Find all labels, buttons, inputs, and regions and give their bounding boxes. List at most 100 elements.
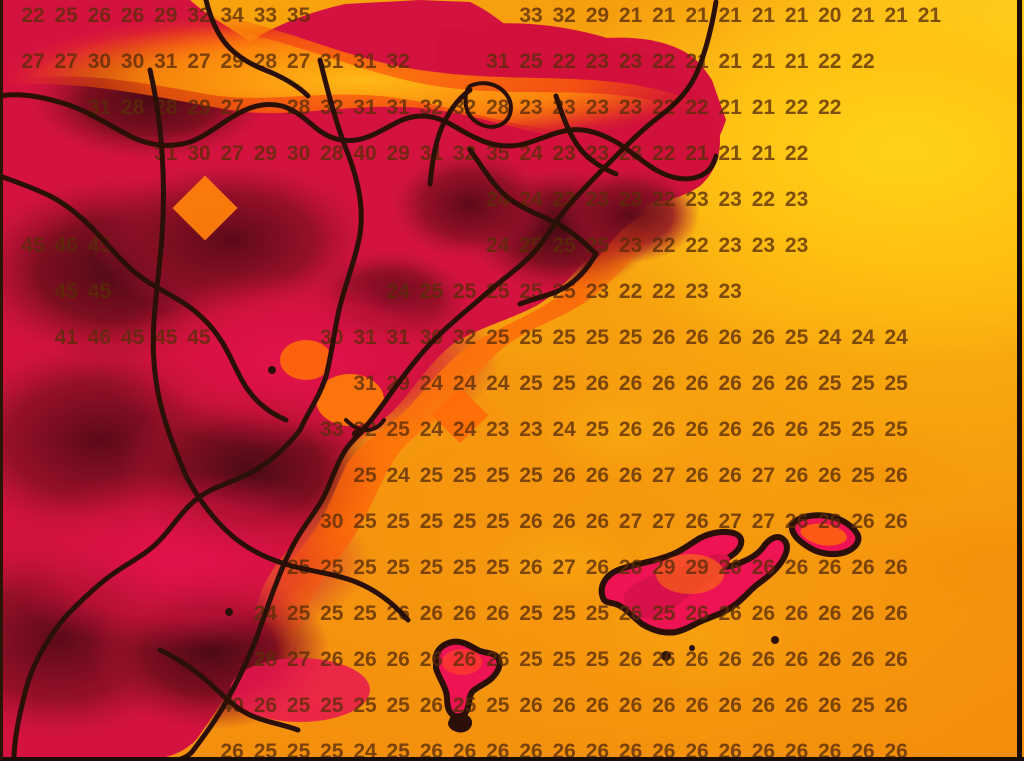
temperature-value: 26: [618, 418, 643, 441]
temperature-value: 22: [652, 96, 676, 119]
temperature-value: 22: [751, 188, 776, 211]
temperature-value: 25: [452, 464, 477, 487]
temperature-value: 26: [751, 326, 776, 349]
temperature-value: 26: [784, 740, 809, 760]
temperature-value: 26: [751, 740, 776, 760]
temperature-value: 22: [652, 234, 676, 257]
temperature-value: 23: [685, 280, 709, 303]
temperature-value: 25: [486, 510, 510, 533]
temperature-value: 31: [353, 50, 377, 73]
temperature-value: 26: [585, 740, 610, 760]
temperature-value: 25: [818, 418, 842, 441]
temperature-value: 25: [552, 602, 576, 625]
border-province-lleida: [427, 87, 473, 187]
temperature-value: 22: [818, 50, 842, 73]
temperature-value: 26: [818, 602, 842, 625]
temperature-value: 26: [87, 4, 112, 27]
temperature-value: 25: [419, 280, 444, 303]
temperature-value: 25: [486, 694, 510, 717]
temperature-value: 31: [154, 50, 178, 73]
temperature-value: 26: [685, 694, 709, 717]
temperature-value: 24: [486, 372, 510, 395]
temperature-value: 22: [652, 188, 676, 211]
temperature-value: 21: [718, 50, 742, 73]
temperature-value: 25: [585, 602, 610, 625]
temperature-value: 32: [552, 4, 576, 27]
temperature-value: 30: [286, 142, 311, 165]
temperature-value: 26: [652, 648, 676, 671]
temperature-value: 26: [486, 740, 510, 760]
temperature-value: 22: [818, 96, 842, 119]
temperature-value: 30: [120, 50, 145, 73]
temperature-value: 31: [486, 50, 510, 73]
temperature-value: 25: [286, 694, 311, 717]
border-aragon-east: [63, 427, 303, 619]
temperature-value: 25: [519, 602, 543, 625]
city-dot-sea: [689, 645, 695, 651]
temperature-value-row: 22 25 26 26 29 32 34 33 35 33 32 29 21 21 21 21 21 21 20 21…: [0, 4, 1024, 28]
map-borders: [0, 0, 719, 760]
temperature-value: 23: [585, 96, 610, 119]
temperature-value: 26: [884, 740, 908, 760]
temperature-value: 26: [784, 510, 809, 533]
border-province-interior: [0, 173, 289, 423]
temperature-value: 26: [220, 740, 244, 760]
temperature-value: 22: [552, 50, 576, 73]
border-province-barcelona: [467, 147, 599, 257]
temperature-value: 26: [851, 740, 875, 760]
temperature-value: 26: [818, 740, 842, 760]
temperature-value: 21: [884, 4, 908, 27]
temperature-value-row: 41 46 45 45 45 30 31 31 30 32 25 25 25 25 25 26 26 26 26 25…: [0, 326, 1024, 350]
temperature-value: 25: [320, 602, 344, 625]
temperature-value: 26: [751, 648, 776, 671]
temperature-value: 31: [386, 96, 410, 119]
temperature-value: 25: [419, 464, 444, 487]
temperature-value: 24: [851, 326, 875, 349]
temperature-value: 24: [884, 326, 908, 349]
temperature-value: 23: [552, 142, 576, 165]
temperature-value: 26: [419, 694, 444, 717]
temperature-value: 24: [486, 234, 510, 257]
temperature-value: 26: [585, 510, 610, 533]
temperature-value: 26: [519, 740, 543, 760]
temperature-value: 28: [120, 96, 145, 119]
temperature-value: 21: [718, 4, 742, 27]
temperature-value: 27: [54, 50, 78, 73]
temperature-value: 26: [685, 372, 709, 395]
city-dot-zaragoza: [268, 366, 276, 374]
plot-frame-left: [0, 0, 3, 760]
temperature-value: 26: [818, 694, 842, 717]
temperature-value: 26: [818, 510, 842, 533]
temperature-value: 25: [552, 234, 576, 257]
temperature-value: 25: [286, 740, 311, 760]
border-province-huesca: [147, 67, 189, 479]
border-aragon-south: [11, 613, 69, 760]
temperature-value: 26: [751, 694, 776, 717]
temperature-value: 29: [187, 96, 211, 119]
temperature-value: 30: [87, 50, 112, 73]
temperature-value: 23: [618, 234, 643, 257]
temperature-value: 23: [784, 188, 809, 211]
temperature-value: 33: [519, 4, 543, 27]
temperature-value: 26: [486, 602, 510, 625]
temperature-value: 45: [154, 326, 178, 349]
temperature-value: 25: [353, 602, 377, 625]
temperature-value: 26: [419, 648, 444, 671]
temperature-value: 26: [751, 556, 776, 579]
temperature-value: 26: [685, 740, 709, 760]
temperature-value: 25: [386, 556, 410, 579]
temperature-value: 25: [552, 372, 576, 395]
island-cabrera: [661, 651, 671, 661]
temperature-value: 26: [718, 464, 742, 487]
temperature-value: 25: [851, 418, 875, 441]
temperature-value: 24: [353, 740, 377, 760]
temperature-value: 25: [851, 372, 875, 395]
temperature-value-row: 45 46 45 24 25 25 25 23 22 22 23 23 23: [0, 234, 1024, 258]
temperature-value: 25: [386, 740, 410, 760]
ibiza-interior: [442, 649, 482, 675]
temperature-value: 27: [751, 464, 776, 487]
heat-core-girona: [560, 167, 700, 263]
inland-hotspot-patch: [172, 175, 238, 241]
temperature-value: 25: [452, 510, 477, 533]
